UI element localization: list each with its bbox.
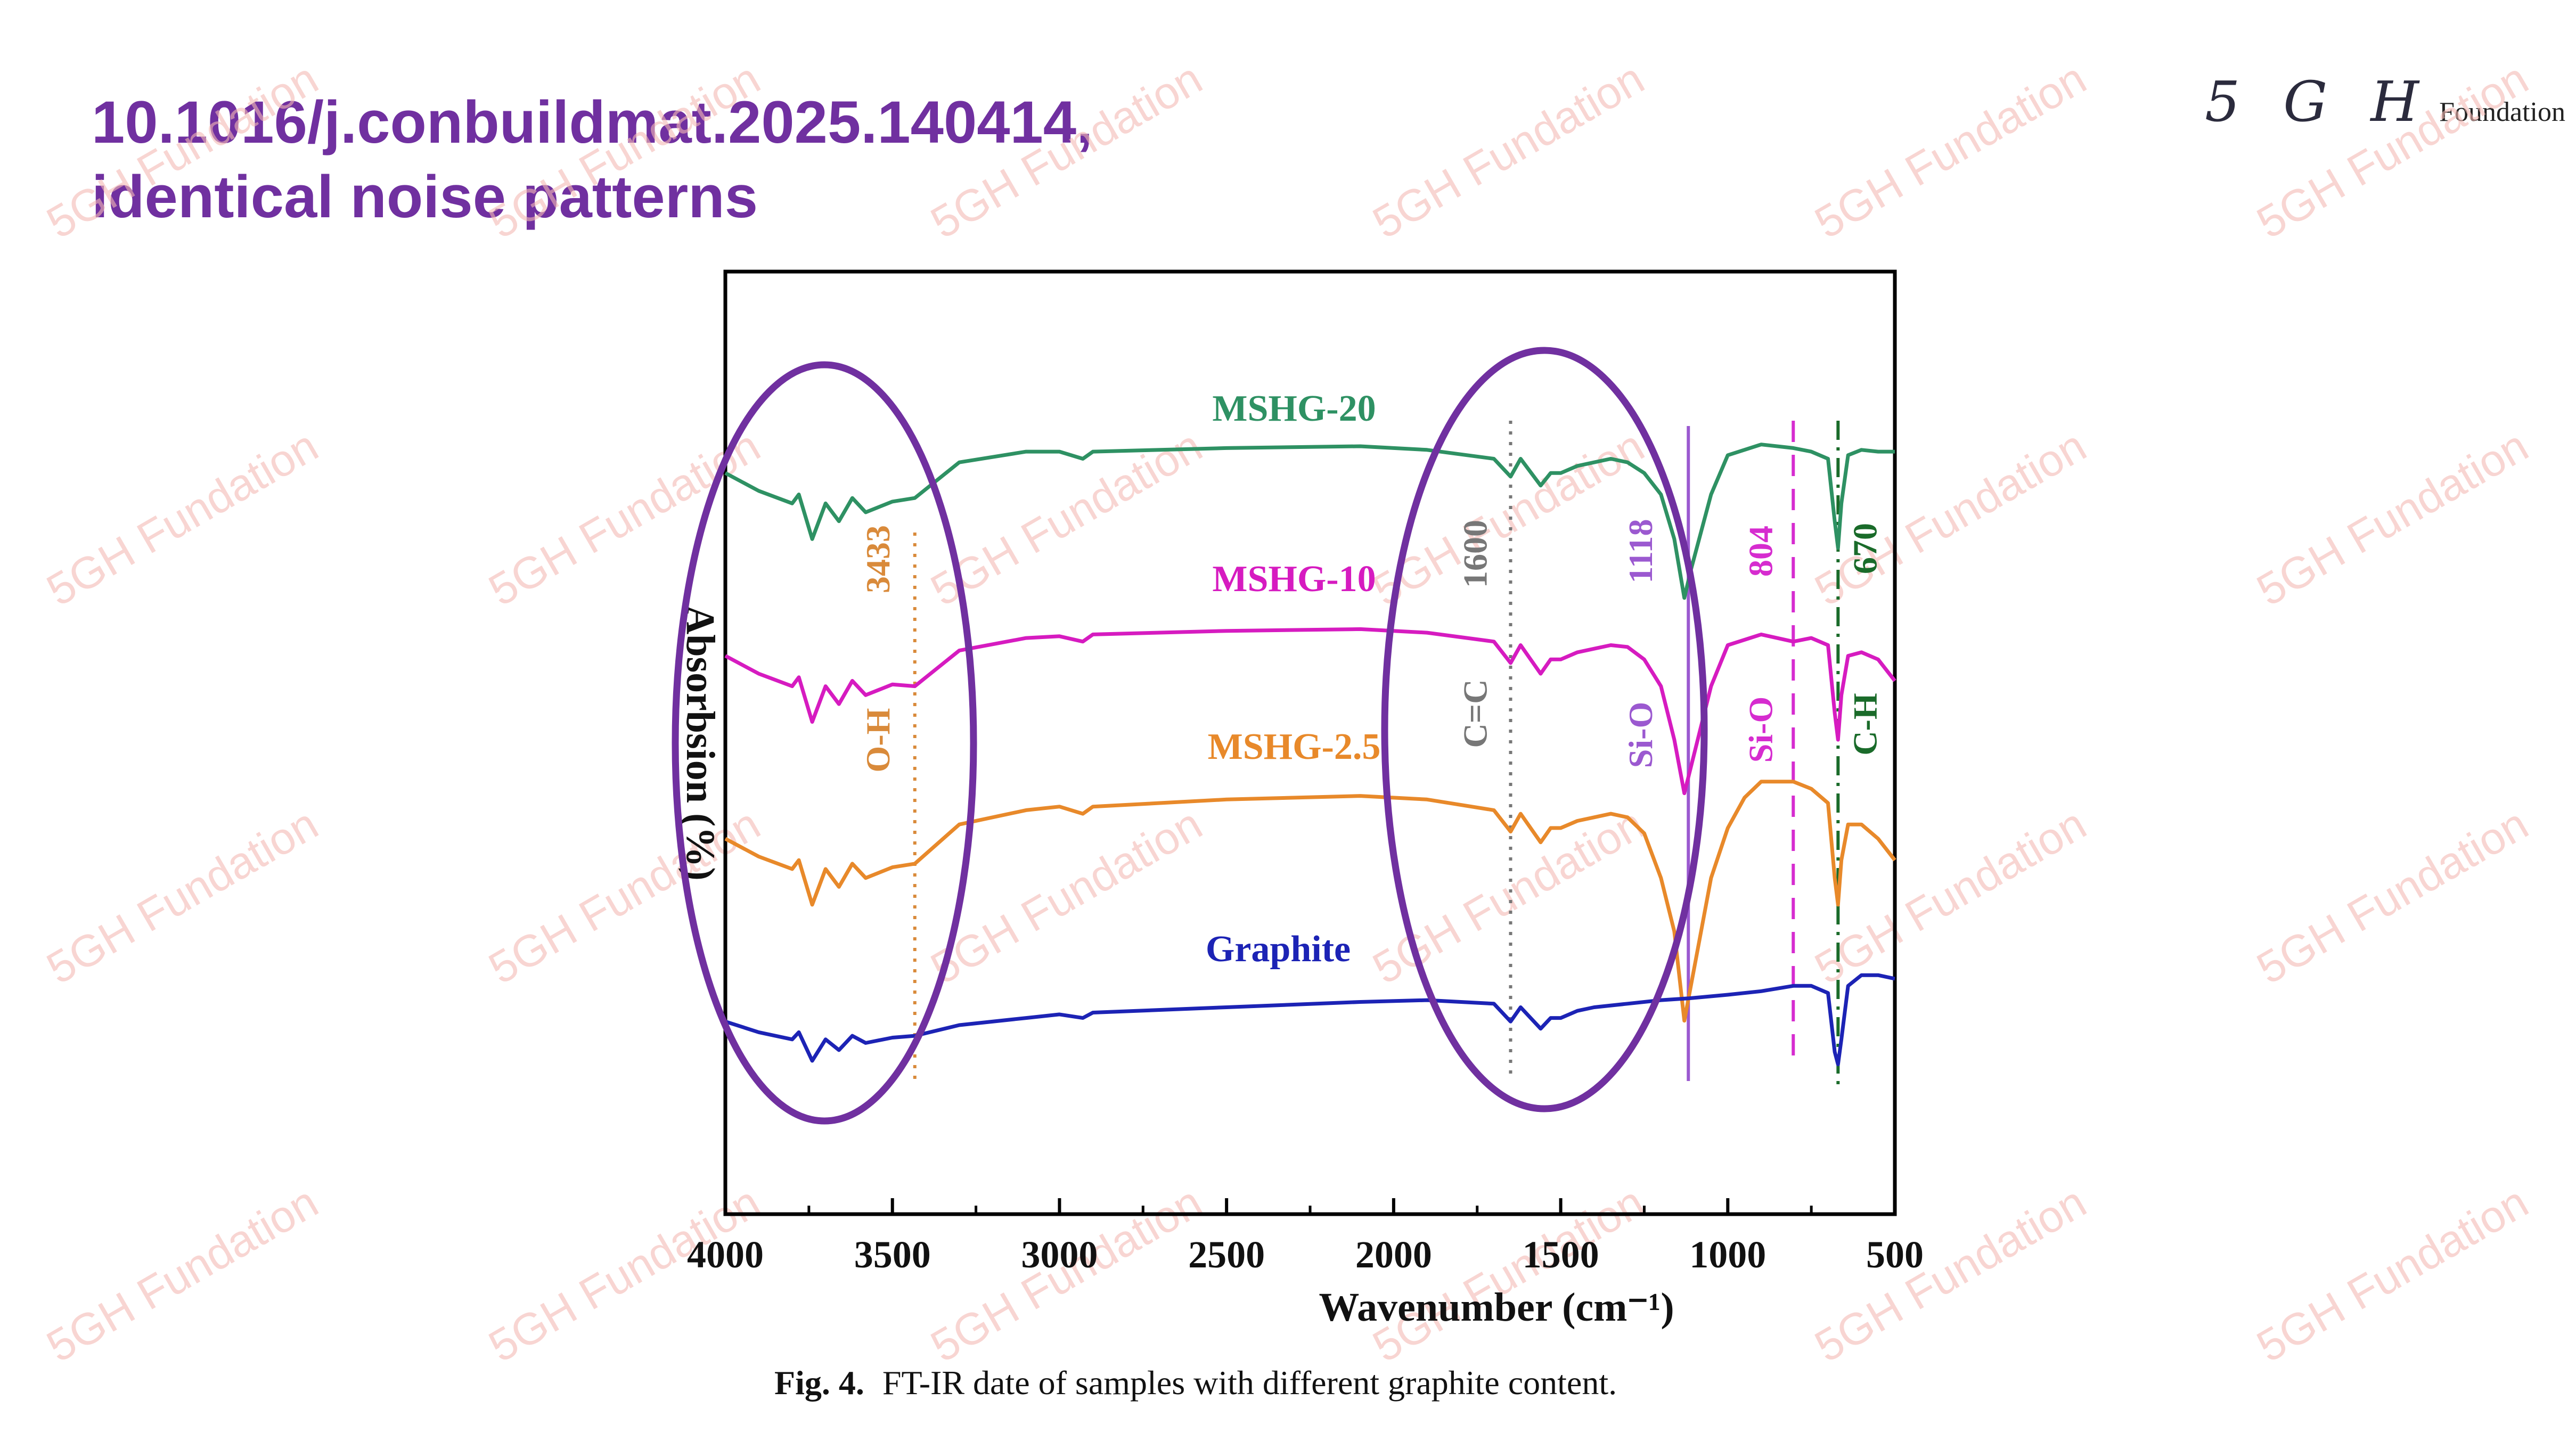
caption-text: FT-IR date of samples with different gra…: [882, 1364, 1617, 1402]
x-axis-title: Wavenumber (cm⁻¹): [1319, 1285, 1674, 1330]
watermark-text: 5GH Fundation: [38, 798, 326, 993]
reference-group-label: Si-O: [1622, 702, 1659, 768]
series-label: MSHG-2.5: [1208, 726, 1381, 767]
watermark-text: 5GH Fundation: [1364, 53, 1652, 248]
series-label: Graphite: [1206, 929, 1351, 970]
watermark-text: 5GH Fundation: [2248, 420, 2536, 615]
reference-number-label: 1600: [1456, 520, 1494, 588]
reference-number-label: 3433: [859, 525, 897, 593]
watermark-text: 5GH Fundation: [38, 53, 326, 248]
x-tick-label: 1000: [1689, 1233, 1766, 1276]
title-line-2: identical noise patterns: [92, 163, 758, 230]
x-tick-label: 2000: [1355, 1233, 1432, 1276]
watermark-text: 5GH Fundation: [38, 1176, 326, 1371]
reference-lines: 3433 O-H 1600 C=C 1118 Si-O 804 Si-O 670 C-H: [859, 421, 1884, 1092]
watermark-text: 5GH Fundation: [2248, 53, 2536, 248]
watermark-text: 5GH Fundation: [2248, 798, 2536, 993]
reference-number-label: 804: [1741, 526, 1779, 577]
series-line: [724, 627, 1896, 796]
x-tick-label: 2500: [1188, 1233, 1265, 1276]
reference-group-label: C-H: [1846, 693, 1884, 755]
reference-number-label: 1118: [1622, 519, 1659, 584]
x-tick-label: 3500: [854, 1233, 931, 1276]
foundation-logo: 5 G H Foundation: [2205, 69, 2565, 134]
caption-label: Fig. 4.: [774, 1364, 864, 1402]
watermark-text: 5GH Fundation: [480, 53, 768, 248]
figure-caption: Fig. 4. FT-IR date of samples with differ…: [774, 1363, 1617, 1403]
x-tick-label: 3000: [1021, 1233, 1098, 1276]
reference-group-label: C=C: [1456, 680, 1494, 748]
logo-mark: 5 G H: [2205, 69, 2432, 134]
watermark-text: 5GH Fundation: [1806, 798, 2094, 993]
watermark-text: 5GH Fundation: [1806, 420, 2094, 615]
title-line-1: 10.1016/j.conbuildmat.2025.140414,: [92, 89, 1093, 155]
logo-word: Foundation: [2439, 97, 2565, 127]
series-layer: MSHG-20 MSHG-10 MSHG-2.5 Graphite: [724, 388, 1896, 1067]
highlight-ellipse-left: [672, 361, 977, 1125]
y-axis-title: Absorbsion (%): [678, 605, 723, 880]
watermark-text: 5GH Fundation: [38, 420, 326, 615]
x-tick-label: 1500: [1523, 1233, 1599, 1276]
reference-number-label: 670: [1846, 523, 1884, 574]
watermark-text: 5GH Fundation: [922, 53, 1210, 248]
watermark-layer: 5GH Fundation 5GH Fundation 5GH Fundation 5…: [38, 53, 2536, 1371]
highlight-ellipse-right: [1381, 347, 1708, 1112]
reference-group-label: Si-O: [1741, 697, 1779, 763]
watermark-text: 5GH Fundation: [2248, 1176, 2536, 1371]
watermark-text: 5GH Fundation: [1806, 53, 2094, 248]
series-line: [724, 973, 1895, 1067]
series-label: MSHG-10: [1212, 559, 1376, 600]
x-tick-label: 500: [1866, 1233, 1924, 1276]
x-tick-label: 4000: [687, 1233, 764, 1276]
series-line: [724, 780, 1896, 1023]
watermark-text: 5GH Fundation: [1806, 1176, 2094, 1371]
x-axis-ticks: 4000 3500 3000 2500 2000 1500 1000 500: [687, 1198, 1924, 1276]
reference-group-label: O-H: [859, 708, 897, 773]
slide-title: 10.1016/j.conbuildmat.2025.140414, ident…: [92, 85, 1093, 234]
series-label: MSHG-20: [1212, 388, 1376, 429]
watermark-text: 5GH Fundation: [922, 798, 1210, 993]
series-line: [724, 443, 1895, 600]
